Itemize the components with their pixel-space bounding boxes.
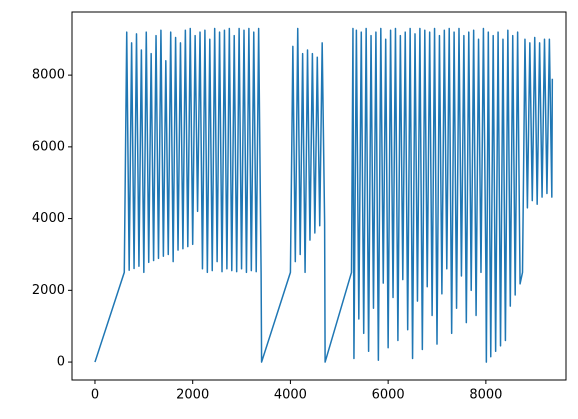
y-tick-label: 2000 (32, 283, 65, 298)
x-tick-label: 6000 (372, 388, 405, 403)
line (94, 27, 554, 363)
y-tick-label: 4000 (32, 211, 65, 226)
x-tick-label: 0 (91, 388, 99, 403)
y-tick-label: 0 (57, 355, 65, 370)
x-tick-label: 2000 (176, 388, 209, 403)
y-tick-label: 6000 (32, 139, 65, 154)
y-tick-label: 8000 (32, 68, 65, 83)
x-tick-label: 8000 (469, 388, 502, 403)
x-tick-label: 4000 (274, 388, 307, 403)
axes-frame (71, 11, 567, 381)
